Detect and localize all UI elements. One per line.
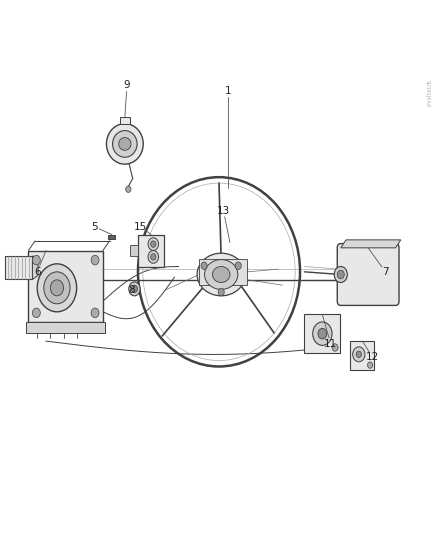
Polygon shape bbox=[28, 251, 103, 322]
Polygon shape bbox=[341, 240, 401, 248]
Circle shape bbox=[44, 272, 70, 304]
Circle shape bbox=[367, 362, 373, 368]
Ellipse shape bbox=[212, 266, 230, 282]
Polygon shape bbox=[138, 235, 164, 266]
Circle shape bbox=[148, 251, 159, 263]
Text: 6: 6 bbox=[34, 267, 41, 277]
Polygon shape bbox=[32, 256, 38, 279]
Circle shape bbox=[91, 308, 99, 318]
Polygon shape bbox=[350, 341, 374, 370]
Polygon shape bbox=[108, 235, 115, 239]
Circle shape bbox=[129, 282, 140, 296]
Ellipse shape bbox=[106, 124, 143, 164]
Circle shape bbox=[235, 262, 241, 270]
Circle shape bbox=[151, 241, 156, 247]
Ellipse shape bbox=[113, 131, 137, 157]
Circle shape bbox=[32, 255, 40, 265]
Ellipse shape bbox=[205, 260, 238, 289]
Polygon shape bbox=[130, 245, 138, 256]
Text: 5: 5 bbox=[91, 222, 98, 231]
Circle shape bbox=[37, 264, 77, 312]
Ellipse shape bbox=[119, 138, 131, 150]
Circle shape bbox=[131, 285, 138, 293]
Polygon shape bbox=[26, 322, 105, 333]
Circle shape bbox=[332, 344, 338, 351]
Circle shape bbox=[356, 351, 361, 358]
Ellipse shape bbox=[197, 253, 245, 296]
Polygon shape bbox=[304, 314, 340, 353]
Text: 13: 13 bbox=[217, 206, 230, 215]
Polygon shape bbox=[5, 256, 32, 279]
Circle shape bbox=[313, 322, 332, 345]
FancyBboxPatch shape bbox=[337, 244, 399, 305]
Circle shape bbox=[337, 270, 344, 279]
Circle shape bbox=[318, 328, 327, 339]
Text: 9: 9 bbox=[124, 80, 131, 90]
Circle shape bbox=[91, 255, 99, 265]
Circle shape bbox=[148, 238, 159, 251]
Circle shape bbox=[32, 308, 40, 318]
Circle shape bbox=[353, 347, 365, 362]
Text: 15: 15 bbox=[134, 222, 147, 231]
Polygon shape bbox=[199, 259, 247, 285]
Text: 7: 7 bbox=[382, 267, 389, 277]
Text: 11: 11 bbox=[324, 339, 337, 349]
Circle shape bbox=[126, 186, 131, 192]
Circle shape bbox=[218, 288, 224, 296]
Polygon shape bbox=[120, 117, 130, 124]
Circle shape bbox=[50, 280, 64, 296]
Text: 1: 1 bbox=[224, 86, 231, 95]
Circle shape bbox=[201, 262, 207, 270]
Circle shape bbox=[151, 254, 156, 260]
Circle shape bbox=[334, 266, 347, 282]
Text: 12: 12 bbox=[366, 352, 379, 362]
Text: SU191JKAA: SU191JKAA bbox=[424, 80, 430, 107]
Text: 8: 8 bbox=[128, 286, 135, 295]
